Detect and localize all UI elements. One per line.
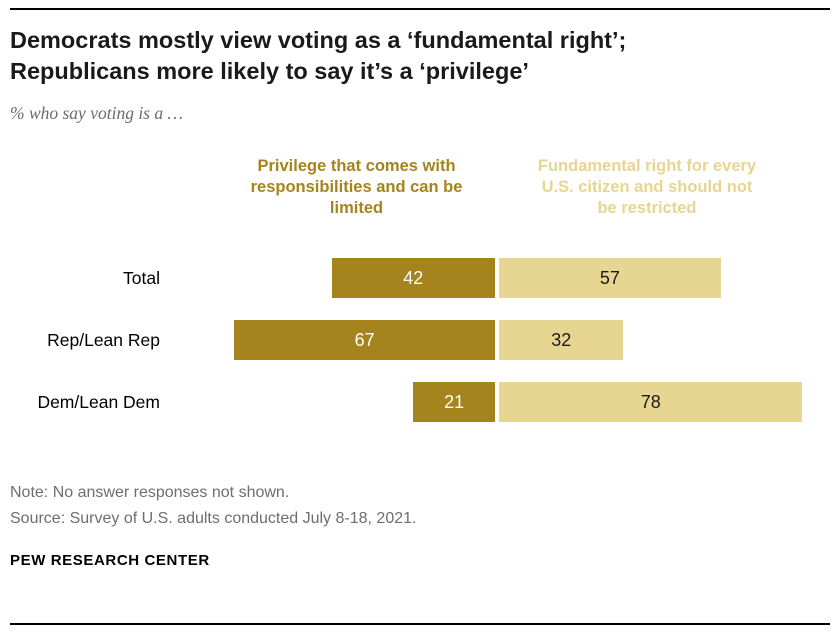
- privilege-bar: 42: [331, 258, 495, 299]
- bar-row: Dem/Lean Dem 21 78: [10, 382, 830, 423]
- bar-row: Total 42 57: [10, 258, 830, 299]
- right-bar: 57: [499, 258, 721, 299]
- bar-row: Rep/Lean Rep 67 32: [10, 320, 830, 361]
- chart-rows: Total 42 57 Rep/Lean Rep 67 32 Dem/Lean Dem 21 7…: [10, 258, 830, 423]
- right-bar-value: 78: [640, 391, 661, 412]
- chart-subtitle: % who say voting is a …: [10, 103, 184, 124]
- row-label: Total: [123, 268, 160, 289]
- right-bar: 32: [499, 320, 624, 361]
- bottom-rule: [10, 623, 830, 625]
- row-label: Dem/Lean Dem: [37, 392, 160, 413]
- right-bar-value: 57: [599, 267, 620, 288]
- row-label: Rep/Lean Rep: [47, 330, 160, 351]
- chart-title: Democrats mostly view voting as a ‘funda…: [10, 25, 830, 86]
- note-text: Note: No answer responses not shown.: [10, 484, 290, 502]
- chart-title-line2: Republicans more likely to say it’s a ‘p…: [10, 57, 529, 84]
- legend: Privilege that comes with responsibiliti…: [10, 156, 830, 222]
- privilege-bar: 21: [413, 382, 495, 423]
- legend-privilege-header: Privilege that comes with responsibiliti…: [250, 157, 463, 218]
- privilege-bar: 67: [234, 320, 495, 361]
- brand: PEW RESEARCH CENTER: [10, 551, 210, 569]
- right-bar-value: 32: [551, 329, 572, 350]
- privilege-bar-value: 42: [403, 267, 424, 288]
- right-bar: 78: [499, 382, 803, 423]
- privilege-bar-value: 21: [444, 391, 465, 412]
- source-text: Source: Survey of U.S. adults conducted …: [10, 510, 417, 527]
- notes: Note: No answer responses not shown. Sou…: [10, 480, 830, 532]
- chart-title-line1: Democrats mostly view voting as a ‘funda…: [10, 27, 627, 53]
- legend-right-header: Fundamental right for every U.S. citizen…: [537, 157, 757, 218]
- privilege-bar-value: 67: [354, 329, 375, 350]
- top-rule: [10, 8, 830, 10]
